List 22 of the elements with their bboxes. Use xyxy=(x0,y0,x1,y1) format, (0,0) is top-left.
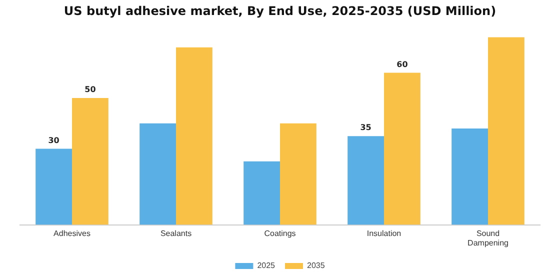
bar xyxy=(452,128,488,225)
bar xyxy=(280,123,316,225)
x-tick-label: Sealants xyxy=(160,228,192,238)
chart-title: US butyl adhesive market, By End Use, 2025-2035 (USD Million) xyxy=(62,4,498,18)
x-tick-label: Coatings xyxy=(264,228,296,238)
bar xyxy=(384,72,420,225)
bar xyxy=(244,161,280,225)
data-label: 50 xyxy=(84,85,96,94)
bar xyxy=(72,98,108,225)
data-label: 30 xyxy=(48,136,60,145)
legend-label: 2035 xyxy=(307,261,326,270)
x-tick-label: Insulation xyxy=(366,228,402,238)
x-tick-label: Adhesives xyxy=(54,228,90,238)
bar xyxy=(348,136,384,225)
bar xyxy=(140,123,176,225)
legend-label: 2025 xyxy=(257,261,276,270)
bar xyxy=(36,148,72,225)
data-label: 60 xyxy=(396,60,408,69)
bar xyxy=(488,37,524,225)
x-tick-label: Sound Dampening xyxy=(468,228,508,248)
data-label: 35 xyxy=(360,123,372,132)
bar xyxy=(176,47,212,225)
